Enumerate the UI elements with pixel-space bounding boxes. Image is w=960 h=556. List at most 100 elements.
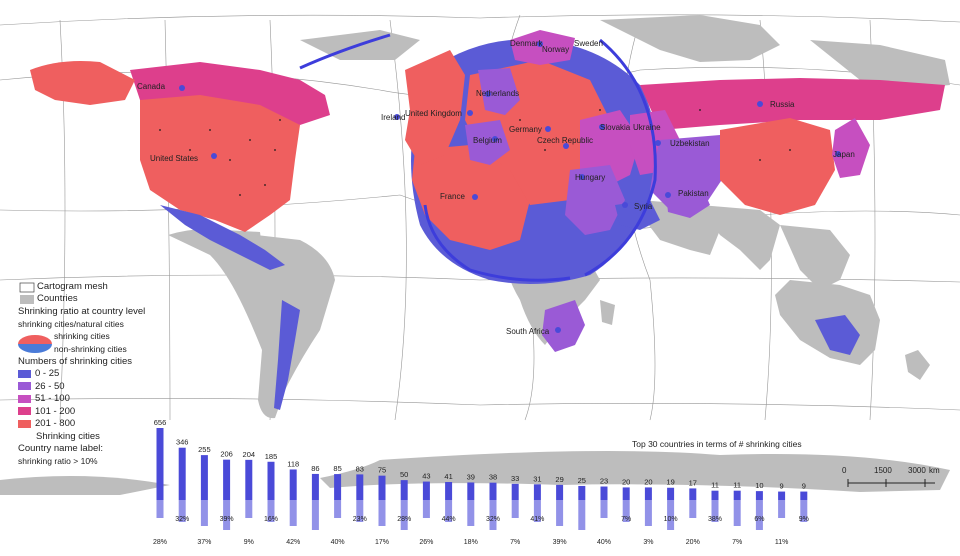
label-slovakia: Slovakia	[600, 123, 631, 132]
scale-labels: 0 1500 3000 km	[842, 466, 942, 492]
bar-28	[755, 491, 763, 500]
bar-18	[533, 484, 541, 500]
bar-ratio-3	[200, 500, 208, 526]
bar-14	[445, 482, 453, 500]
bar-value-label-14: 41	[444, 472, 452, 481]
label-denmark: Denmark	[510, 39, 543, 48]
label-belgium: Belgium	[473, 136, 502, 145]
region-mexico	[160, 205, 285, 270]
bar-ratio-label-29: 11%	[775, 539, 789, 546]
label-pakistan: Pakistan	[678, 189, 709, 198]
bar-ratio-label-5: 9%	[244, 539, 254, 546]
scale-bar	[847, 479, 935, 487]
legend-ratio-pie	[18, 335, 52, 353]
bar-30	[800, 491, 808, 500]
bar-value-label-13: 43	[422, 472, 430, 481]
label-hungary: Hungary	[575, 173, 606, 182]
bar-23	[644, 487, 652, 500]
bar-value-label-17: 33	[511, 474, 519, 483]
label-japan: Japan	[833, 150, 855, 159]
region-united-states	[140, 95, 300, 232]
legend-mesh-label: Cartogram mesh	[37, 280, 108, 292]
bar-26	[711, 490, 719, 500]
bar-ratio-label-27: 7%	[732, 539, 742, 546]
bar-value-label-27: 11	[733, 481, 741, 490]
scale-tick-2: 3000	[908, 466, 926, 475]
region-canada	[130, 62, 330, 125]
label-united-states: United States	[150, 154, 199, 163]
bar-6	[267, 461, 275, 500]
bar-value-label-9: 85	[333, 464, 341, 473]
bar-ratio-label-13: 26%	[419, 539, 433, 546]
bar-ratio-2	[178, 500, 186, 522]
legend-class-swatch	[18, 407, 31, 416]
bar-21	[600, 486, 608, 500]
bar-12	[400, 480, 408, 500]
region-south-africa	[542, 300, 585, 352]
bar-ratio-19	[556, 500, 564, 526]
legend-class-swatch	[18, 419, 31, 428]
bar-ratio-10	[356, 500, 364, 522]
bar-ratio-label-18: 41%	[530, 516, 544, 523]
bar-ratio-label-2: 32%	[175, 516, 189, 523]
bar-ratio-label-26: 38%	[708, 516, 722, 523]
bar-ratio-30	[800, 500, 808, 522]
legend-name-label-2: shrinking ratio > 10%	[18, 456, 98, 467]
legend-countries-swatch	[20, 295, 34, 304]
bar-value-label-25: 17	[689, 478, 697, 487]
bar-value-label-21: 23	[600, 477, 608, 486]
bar-3	[200, 455, 208, 500]
bar-ratio-label-24: 10%	[664, 516, 678, 523]
label-uzbekistan: Uzbekistan	[670, 139, 710, 148]
label-ukraine: Ukraine	[633, 123, 661, 132]
bar-ratio-label-3: 37%	[197, 539, 211, 546]
bar-value-label-16: 38	[489, 473, 497, 482]
shrinking-city-dots	[159, 109, 791, 196]
label-germany: Germany	[509, 125, 542, 134]
bar-ratio-16	[489, 500, 497, 530]
country-markers	[179, 41, 841, 333]
bar-value-label-6: 185	[265, 452, 278, 461]
region-uk	[405, 50, 465, 165]
bar-value-label-7: 118	[287, 459, 299, 468]
bar-value-label-22: 20	[622, 477, 630, 486]
label-france: France	[440, 192, 465, 201]
bar-ratio-label-11: 17%	[375, 539, 389, 546]
bar-5	[245, 459, 253, 500]
bar-value-label-19: 29	[555, 475, 563, 484]
bar-ratio-label-6: 16%	[264, 516, 278, 523]
bar-ratio-label-22: 7%	[621, 516, 631, 523]
legend-class-4: 201 - 800	[18, 418, 198, 431]
bar-ratio-label-7: 42%	[286, 539, 300, 546]
bar-ratio-label-19: 39%	[553, 539, 567, 546]
legend-class-0: 0 - 25	[18, 368, 198, 381]
chart-title: Top 30 countries in terms of # shrinking…	[632, 439, 802, 449]
bar-15	[467, 482, 475, 500]
bar-ratio-label-10: 23%	[353, 516, 367, 523]
bar-value-label-28: 10	[755, 481, 763, 490]
bar-ratio-1	[156, 500, 164, 518]
legend-dots: Shrinking cities	[36, 430, 100, 442]
region-australia	[815, 315, 860, 355]
bar-value-label-30: 9	[802, 482, 806, 491]
bar-value-label-11: 75	[378, 466, 386, 475]
bar-8	[311, 473, 319, 500]
bar-value-label-29: 9	[780, 482, 784, 491]
bar-ratio-21	[600, 500, 608, 518]
bar-value-label-2: 346	[176, 438, 189, 447]
bar-9	[334, 474, 342, 500]
bar-value-label-26: 11	[711, 481, 719, 490]
bar-ratio-15	[467, 500, 475, 526]
scale-tick-0: 0	[842, 466, 847, 475]
bar-ratio-28	[755, 500, 763, 530]
bar-ratio-label-14: 44%	[442, 516, 456, 523]
bar-ratio-4	[223, 500, 231, 530]
bar-ratio-label-12: 28%	[397, 516, 411, 523]
bar-20	[578, 485, 586, 500]
legend-class-3: 101 - 200	[18, 405, 198, 418]
scale-unit: km	[929, 466, 940, 475]
bar-10	[356, 474, 364, 500]
bar-ratio-7	[289, 500, 297, 526]
bar-24	[667, 487, 675, 500]
